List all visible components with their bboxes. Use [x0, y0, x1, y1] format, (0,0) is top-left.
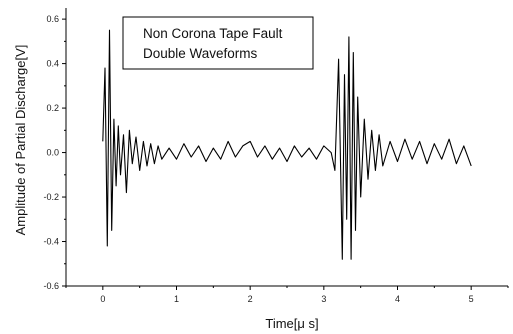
y-tick-label: -0.2 — [43, 192, 59, 202]
y-tick-label: 0.0 — [46, 148, 59, 158]
series-line — [102, 29, 472, 260]
x-tick-label: 1 — [174, 294, 179, 304]
legend-line-2: Double Waveforms — [143, 46, 258, 61]
x-tick-label: 5 — [469, 294, 474, 304]
legend-box — [122, 16, 314, 70]
y-ticks: -0.6 -0.4 -0.2 0.0 0.2 0.4 0.6 — [43, 14, 66, 291]
x-axis-title: Time[μ s] — [265, 316, 318, 331]
y-tick-label: -0.6 — [43, 281, 59, 291]
y-axis-title: Amplitude of Partial Discharge[V] — [13, 45, 28, 236]
x-tick-label: 0 — [100, 294, 105, 304]
y-tick-label: 0.4 — [46, 59, 59, 69]
y-tick-label: -0.4 — [43, 237, 59, 247]
y-tick-label: 0.6 — [46, 14, 59, 24]
x-ticks: 0 1 2 3 4 5 — [65, 286, 509, 304]
x-tick-label: 3 — [321, 294, 326, 304]
x-tick-label: 2 — [248, 294, 253, 304]
y-tick-label: 0.2 — [46, 103, 59, 113]
x-tick-label: 4 — [395, 294, 400, 304]
legend-line-1: Non Corona Tape Fault — [143, 26, 283, 41]
legend: Non Corona Tape Fault Double Waveforms — [122, 16, 314, 70]
